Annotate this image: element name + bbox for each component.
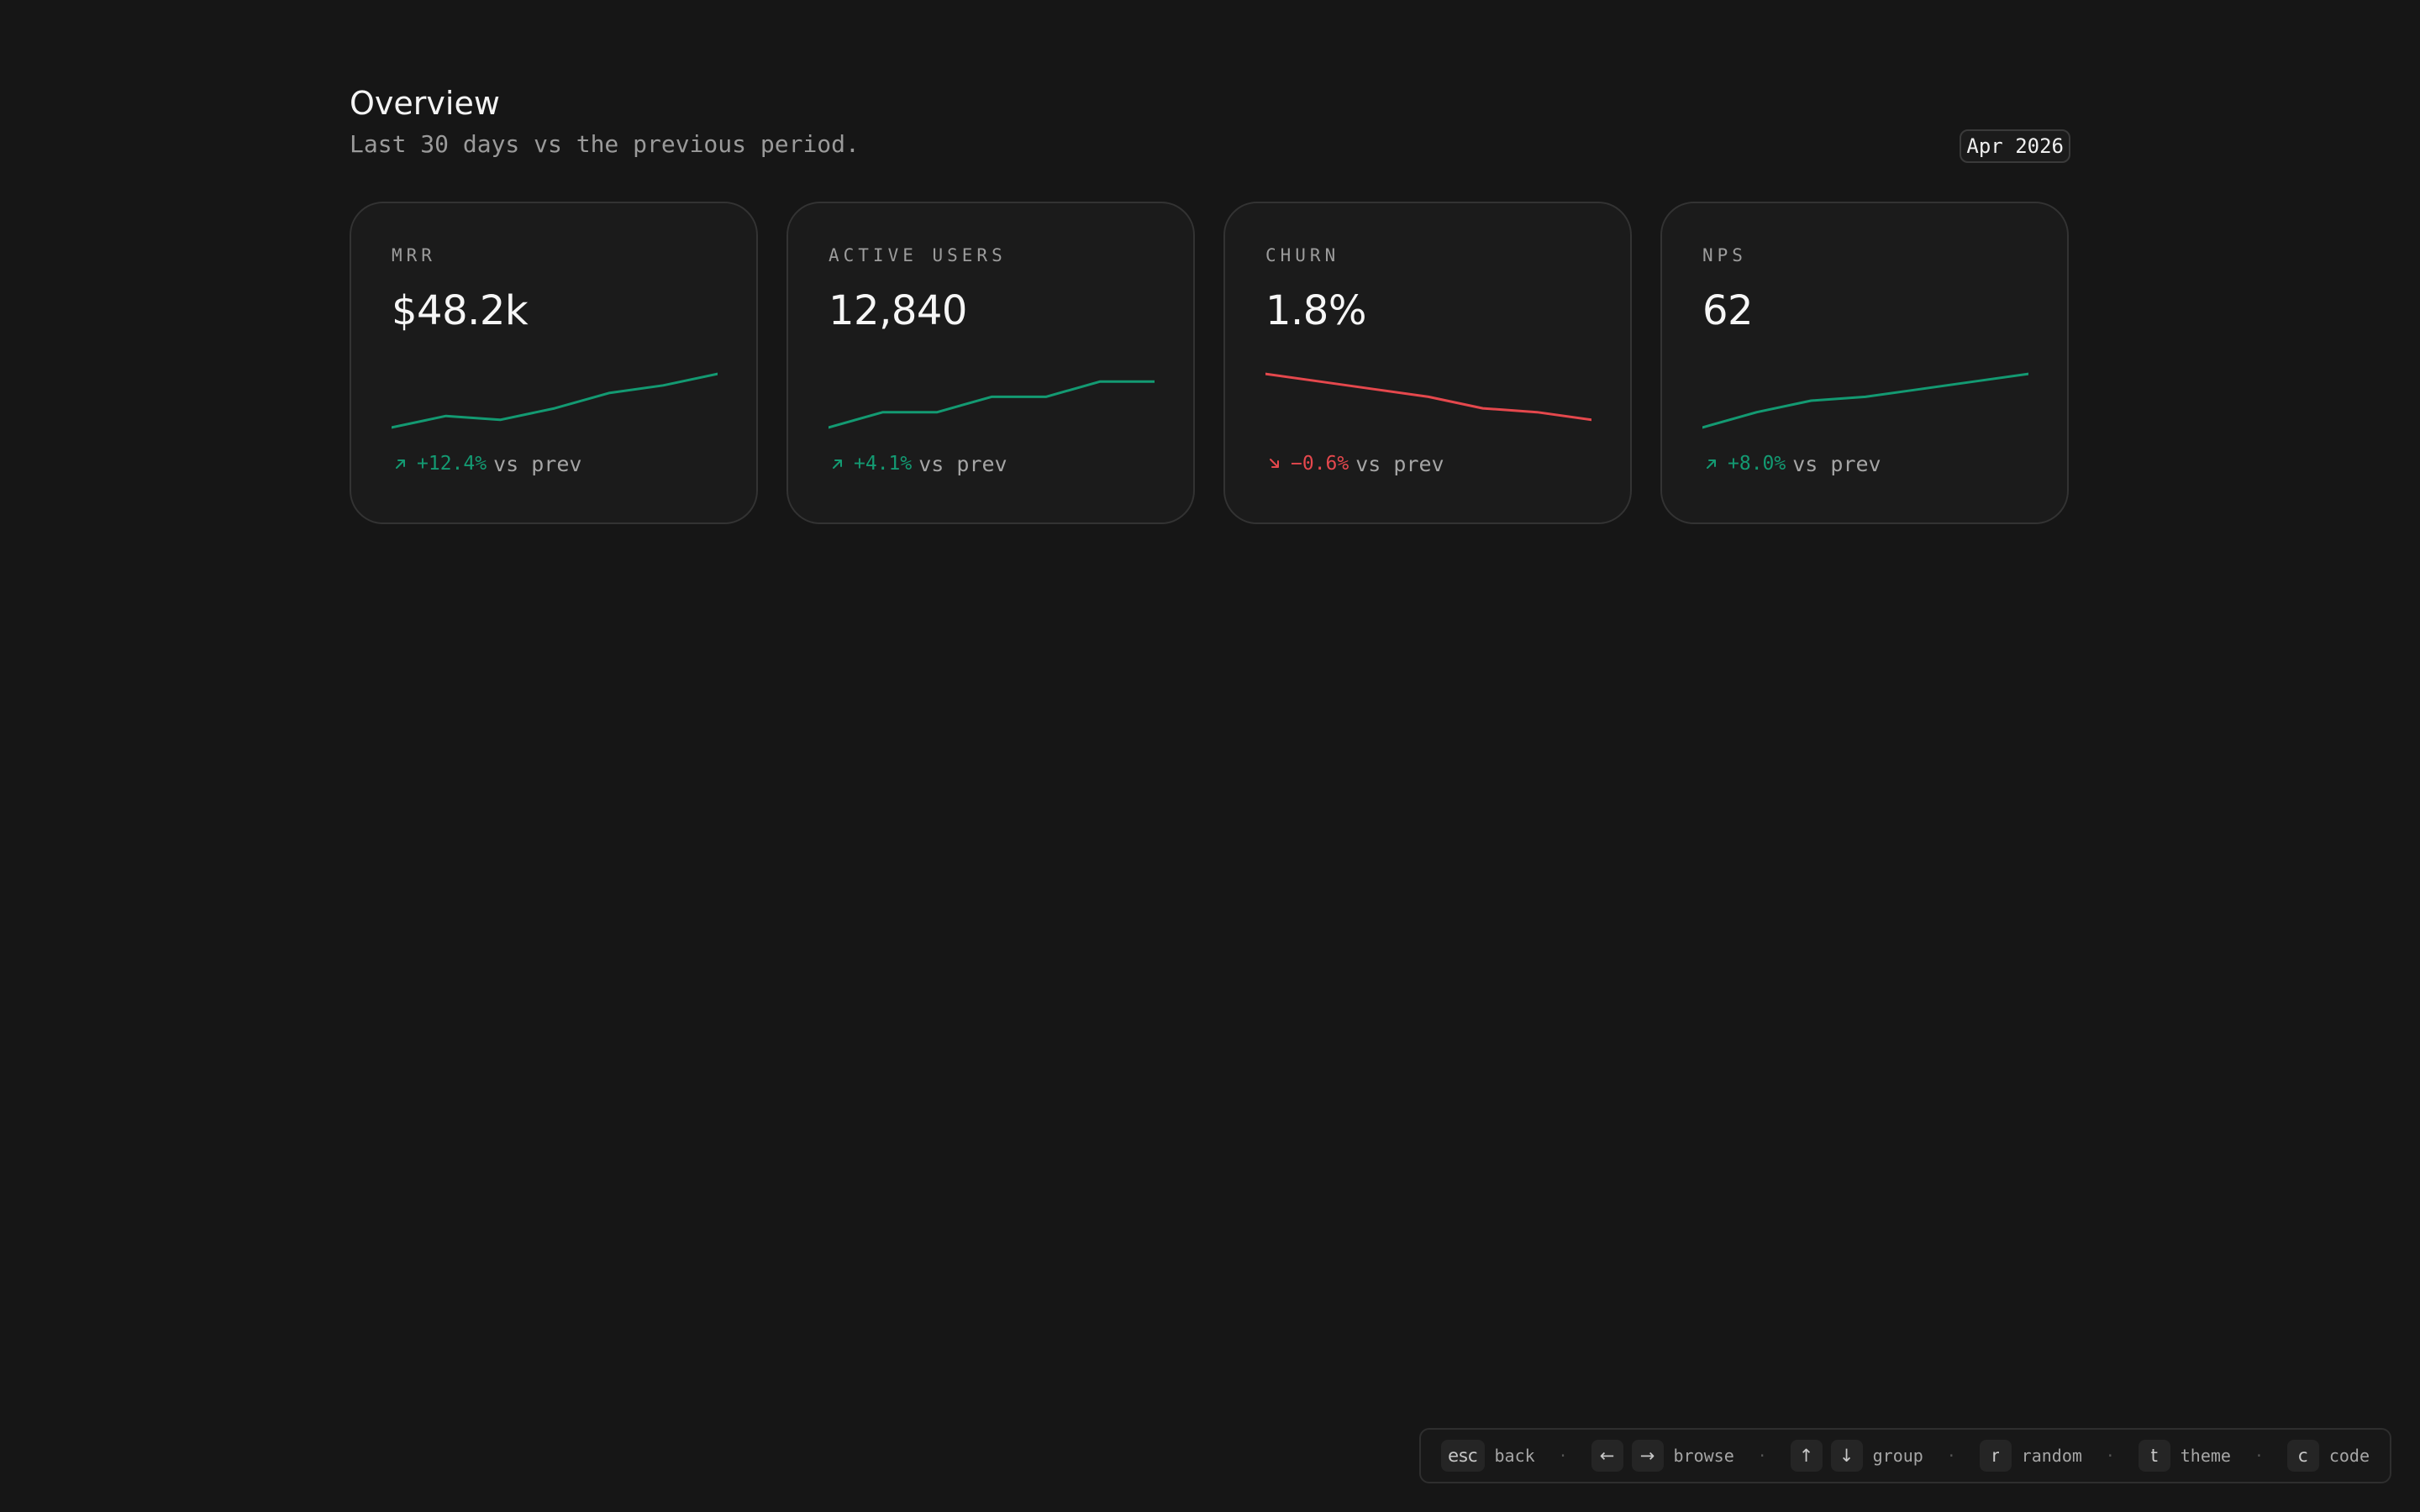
sparkline <box>392 372 718 429</box>
key-t[interactable]: t <box>2138 1440 2170 1472</box>
metric-label: ACTIVE USERS <box>829 245 1007 265</box>
metric-value: 1.8% <box>1265 287 1366 334</box>
sparkline <box>829 380 1155 429</box>
metric-card-churn[interactable]: CHURN 1.8% −0.6% vs prev <box>1223 202 1632 524</box>
shortcut-browse[interactable]: ← → browse <box>1591 1440 1734 1472</box>
key-c[interactable]: c <box>2286 1440 2319 1472</box>
metric-value: 12,840 <box>829 287 967 334</box>
page-title: Overview <box>350 85 500 122</box>
shortcut-label: browse <box>1673 1446 1734 1466</box>
date-badge[interactable]: Apr 2026 <box>1960 129 2070 163</box>
shortcut-label: back <box>1494 1446 1535 1466</box>
metric-card-mrr[interactable]: MRR $48.2k +12.4% vs prev <box>350 202 758 524</box>
delta-suffix: vs prev <box>493 451 582 476</box>
shortcut-back[interactable]: esc back <box>1441 1440 1535 1472</box>
shortcut-group[interactable]: ↑ ↓ group <box>1790 1440 1923 1472</box>
delta-value: +8.0% <box>1728 453 1786 475</box>
arrow-up-right-icon <box>1707 459 1716 469</box>
metric-label: NPS <box>1702 245 1747 265</box>
delta-row: +8.0% vs prev <box>1702 447 1881 480</box>
shortcut-label: random <box>2021 1446 2082 1466</box>
arrow-left-icon[interactable]: ← <box>1591 1440 1623 1472</box>
sparkline-series <box>1265 372 1591 422</box>
delta-suffix: vs prev <box>918 451 1007 476</box>
arrow-up-right-icon <box>833 459 842 469</box>
delta-value: −0.6% <box>1291 453 1349 475</box>
separator: · <box>1757 1446 1767 1465</box>
delta-value: +4.1% <box>854 453 913 475</box>
arrow-down-icon[interactable]: ↓ <box>1830 1440 1863 1472</box>
separator: · <box>2105 1446 2115 1465</box>
metric-cards: MRR $48.2k +12.4% vs prev ACTIVE USERS 1… <box>350 202 2070 524</box>
delta-suffix: vs prev <box>1355 451 1444 476</box>
metric-label: MRR <box>392 245 436 265</box>
delta-row: +12.4% vs prev <box>392 447 581 480</box>
shortcut-code[interactable]: c code <box>2286 1440 2370 1472</box>
arrow-down-right-icon <box>1270 459 1279 468</box>
delta-row: +4.1% vs prev <box>829 447 1007 480</box>
metric-value: 62 <box>1702 287 1754 334</box>
key-r[interactable]: r <box>1979 1440 2012 1472</box>
separator: · <box>2254 1446 2264 1465</box>
key-esc[interactable]: esc <box>1441 1440 1485 1472</box>
metric-label: CHURN <box>1265 245 1340 265</box>
sparkline-series <box>829 380 1155 429</box>
metric-card-active-users[interactable]: ACTIVE USERS 12,840 +4.1% vs prev <box>786 202 1195 524</box>
arrow-up-right-icon <box>396 459 405 469</box>
sparkline <box>1265 372 1591 422</box>
sparkline-series <box>392 372 718 429</box>
shortcut-random[interactable]: r random <box>1979 1440 2082 1472</box>
separator: · <box>1558 1446 1568 1465</box>
page-header: Overview Last 30 days vs the previous pe… <box>350 81 2070 163</box>
sparkline <box>1702 372 2028 429</box>
shortcut-label: code <box>2328 1446 2370 1466</box>
shortcut-theme[interactable]: t theme <box>2138 1440 2231 1472</box>
arrow-right-icon[interactable]: → <box>1631 1440 1664 1472</box>
shortcut-label: group <box>1872 1446 1923 1466</box>
delta-suffix: vs prev <box>1792 451 1881 476</box>
metric-value: $48.2k <box>392 287 529 334</box>
page-subtitle: Last 30 days vs the previous period. <box>350 130 860 158</box>
delta-row: −0.6% vs prev <box>1265 447 1444 480</box>
metric-card-nps[interactable]: NPS 62 +8.0% vs prev <box>1660 202 2069 524</box>
keyboard-shortcut-bar: esc back · ← → browse · ↑ ↓ group · r ra… <box>1419 1428 2391 1483</box>
shortcut-label: theme <box>2180 1446 2231 1466</box>
arrow-up-icon[interactable]: ↑ <box>1790 1440 1823 1472</box>
sparkline-series <box>1702 372 2028 429</box>
separator: · <box>1946 1446 1956 1465</box>
delta-value: +12.4% <box>417 453 487 475</box>
